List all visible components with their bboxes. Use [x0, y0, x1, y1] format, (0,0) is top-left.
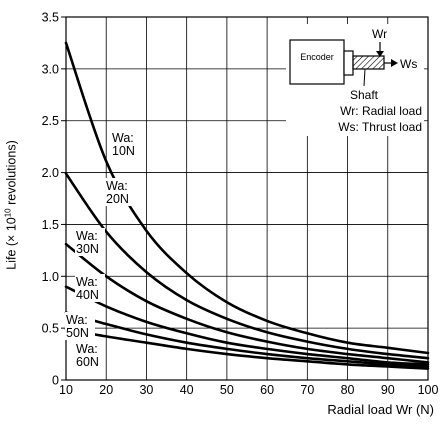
plot-frame [65, 16, 429, 381]
legend-ws: Ws: Thrust load [338, 120, 422, 134]
series-line-6 [64, 327, 430, 370]
wr-arrow-label: Wr [372, 27, 387, 41]
x-tick-label: 30 [139, 383, 153, 397]
x-tick-label: 50 [220, 383, 234, 397]
y-tick-label: 1.5 [42, 218, 59, 232]
y-axis-label-exponent: 10 [3, 208, 13, 218]
y-tick-label: 0 [52, 374, 59, 388]
x-tick-label: 80 [341, 383, 355, 397]
series-label-bg [75, 228, 105, 256]
y-tick-label: 0.5 [42, 322, 59, 336]
series-line-1 [64, 41, 430, 355]
y-axis-label-suffix: revolutions) [4, 140, 19, 209]
series-label-bg [75, 274, 105, 302]
ws-arrow-label: Ws [400, 57, 417, 71]
series-label-2: Wa: [106, 179, 128, 193]
y-axis-label-prefix: Life (× 10 [4, 217, 19, 270]
series-line-4 [64, 285, 430, 366]
x-tick-label: 90 [381, 383, 395, 397]
series-label-5: 50N [66, 326, 89, 340]
encoder-label: Encoder [300, 52, 334, 62]
y-tick-label: 2.5 [42, 114, 59, 128]
series-line-5 [64, 311, 430, 368]
wr-arrow-head [376, 51, 384, 57]
series-label-3: 30N [76, 242, 99, 256]
y-tick-label: 3.5 [42, 11, 59, 25]
series-line-3 [64, 242, 430, 364]
x-tick-label: 40 [180, 383, 194, 397]
series-label-4: 40N [76, 288, 99, 302]
shaft-label: Shaft [350, 88, 379, 102]
series-label-4: Wa: [76, 275, 98, 289]
series-label-1: Wa: [112, 131, 134, 145]
series-label-bg [75, 341, 105, 369]
y-tick-label: 2.0 [42, 166, 59, 180]
x-tick-label: 60 [260, 383, 274, 397]
series-label-3: Wa: [76, 229, 98, 243]
shaft-pointer [363, 68, 366, 87]
x-axis-label: Radial load Wr (N) [327, 402, 434, 417]
series-label-bg [111, 130, 141, 158]
x-tick-label: 20 [99, 383, 113, 397]
x-tick-label: 100 [418, 383, 439, 397]
series-label-bg [105, 178, 135, 206]
series-lines [64, 41, 430, 370]
series-label-bg [65, 312, 95, 340]
x-tick-label: 70 [300, 383, 314, 397]
shaft-body [352, 55, 385, 70]
encoder-box [289, 39, 345, 85]
y-tick-label: 1.0 [42, 270, 59, 284]
series-label-2: 20N [106, 192, 129, 206]
y-tick-label: 3.0 [42, 62, 59, 76]
shaft-collar [343, 50, 354, 76]
x-tick-label: 10 [59, 383, 73, 397]
tick-labels: 10 20 30 40 50 60 70 80 90 100 0 0.5 1.0 1.5 2.0 2.5 3.0… [42, 11, 439, 398]
series-label-1: 10N [112, 144, 135, 158]
series-label-6: 60N [76, 355, 99, 369]
legend-wr: Wr: Radial load [340, 104, 422, 118]
ws-arrow-head [391, 59, 398, 67]
series-label-6: Wa: [76, 342, 98, 356]
series-label-5: Wa: [66, 313, 88, 327]
shaft-diagram: Encoder Wr Ws Shaft Wr: Radial load Ws: … [286, 24, 424, 136]
series-line-2 [64, 172, 430, 360]
